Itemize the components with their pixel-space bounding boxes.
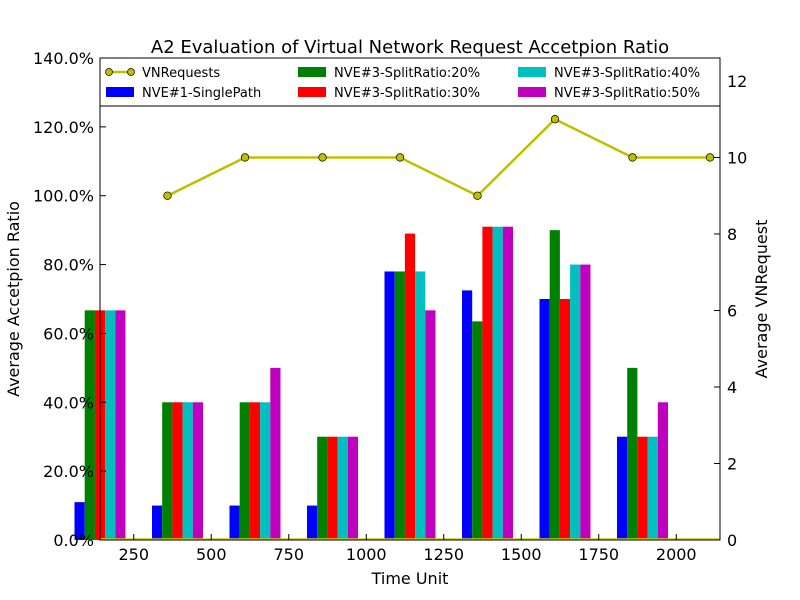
y2-tick-label: 8	[727, 225, 737, 244]
y-tick-label: 100.0%	[33, 187, 94, 206]
bar-series-3-1250	[404, 233, 416, 541]
y-tick-label: 120.0%	[33, 118, 94, 137]
bar-series-5-2000	[657, 402, 668, 540]
bar-series-1-1250	[384, 271, 395, 540]
bar-series-1-2000	[617, 436, 628, 540]
bar-series-2-1750	[549, 230, 560, 540]
legend: VNRequests NVE#1-SinglePath NVE#3-SplitRat…	[99, 57, 721, 107]
y-tick-label: 80.0%	[43, 256, 94, 275]
legend-label: NVE#3-SplitRatio:50%	[554, 86, 700, 101]
bar-series-4-1250	[415, 271, 426, 540]
y2-tick-label: 2	[727, 454, 737, 473]
point-vnrequests-750	[318, 153, 327, 162]
legend-label: NVE#1-SinglePath	[142, 86, 261, 101]
legend-marker	[105, 68, 113, 76]
y2-tick-label: 6	[727, 301, 737, 320]
bar-series-5-1750	[580, 264, 591, 540]
bar-series-4-750	[260, 402, 271, 540]
legend-swatch	[298, 87, 326, 97]
y-axis-right: 0 2 4 6 8 10 12	[714, 72, 747, 550]
y2-tick-label: 4	[727, 378, 737, 397]
x-tick-label: 2000	[656, 545, 697, 564]
chart-title: A2 Evaluation of Virtual Network Request…	[151, 37, 669, 58]
bar-series-3-1000	[327, 436, 338, 540]
bar-series-3-750	[249, 402, 261, 540]
bar-series-1-750	[229, 505, 240, 540]
y-tick-label: 60.0%	[43, 324, 94, 343]
bar-series-2-1000	[317, 436, 328, 540]
bar-series-4-500	[182, 402, 193, 540]
x-axis: 250 500 750 1000 1250 1500 1750 2000	[118, 534, 697, 564]
bar-series-2-750	[239, 402, 250, 540]
bar-series-5-250	[115, 310, 126, 540]
legend-box	[99, 57, 721, 107]
bar-series-4-250	[105, 310, 116, 540]
legend-label: VNRequests	[142, 66, 220, 81]
bar-series-4-1750	[570, 264, 581, 540]
bar-series-4-1500	[492, 226, 503, 540]
legend-swatch	[518, 87, 546, 97]
point-vnrequests-250	[163, 191, 172, 200]
bar-series-5-1000	[347, 436, 358, 540]
legend-label: NVE#3-SplitRatio:20%	[334, 66, 480, 81]
bar-series-3-1500	[482, 226, 493, 540]
point-vnrequests-1000	[395, 153, 405, 162]
bar-series-1-250	[74, 502, 85, 540]
x-tick-label: 500	[196, 545, 227, 564]
x-tick-label: 1000	[346, 545, 387, 564]
bar-series-5-750	[270, 367, 281, 540]
bar-series-5-1500	[502, 226, 513, 540]
y-tick-label: 0.0%	[53, 531, 94, 550]
y-axis-left: 0.0% 20.0% 40.0% 60.0% 80.0% 100.0% 120.0% 140.…	[33, 49, 106, 550]
x-axis-label: Time Unit	[371, 569, 449, 588]
bar-series-3-500	[172, 402, 183, 540]
y-tick-label: 140.0%	[33, 49, 94, 68]
y2-tick-label: 10	[727, 148, 747, 167]
legend-swatch	[518, 67, 546, 77]
bar-series-1-500	[152, 505, 163, 540]
bar-layer	[74, 226, 720, 541]
y-tick-label: 20.0%	[43, 462, 94, 481]
legend-swatch	[106, 87, 134, 97]
line-layer	[163, 115, 715, 200]
x-tick-label: 250	[118, 545, 149, 564]
point-vnrequests-500	[240, 153, 250, 162]
legend-label: NVE#3-SplitRatio:40%	[554, 66, 700, 81]
y2-tick-label: 0	[727, 531, 737, 550]
bar-series-5-1250	[425, 310, 436, 540]
point-vnrequests-1500	[550, 115, 560, 124]
bar-series-2-250	[84, 310, 95, 540]
bar-series-2-500	[162, 402, 173, 540]
bar-series-1-1000	[307, 505, 318, 540]
bar-series-1-1750	[539, 299, 550, 540]
bar-series-4-1000	[337, 436, 348, 540]
bar-series-3-2000	[637, 436, 648, 540]
bar-series-1-1500	[462, 290, 473, 540]
y2-axis-label: Average VNRequest	[752, 220, 771, 379]
y-tick-label: 40.0%	[43, 393, 94, 412]
y2-tick-label: 12	[727, 72, 747, 91]
x-tick-label: 750	[273, 545, 304, 564]
x-tick-label: 1750	[578, 545, 619, 564]
x-tick-label: 1250	[423, 545, 464, 564]
bar-series-4-2000	[647, 436, 658, 540]
bar-series-5-500	[192, 402, 203, 540]
legend-marker	[127, 68, 135, 76]
bar-series-2-1250	[394, 271, 405, 540]
bar-series-3-1750	[559, 299, 571, 540]
bar-series-2-1500	[472, 321, 483, 540]
y-axis-label: Average Accetpion Ratio	[4, 201, 23, 397]
legend-label: NVE#3-SplitRatio:30%	[334, 86, 480, 101]
line-vnrequests	[166, 117, 710, 198]
point-vnrequests-2000	[705, 153, 715, 162]
x-tick-label: 1500	[501, 545, 542, 564]
legend-swatch	[298, 67, 326, 77]
bar-series-2-2000	[627, 367, 638, 540]
point-vnrequests-1250	[473, 191, 482, 200]
point-vnrequests-1750	[628, 153, 637, 162]
